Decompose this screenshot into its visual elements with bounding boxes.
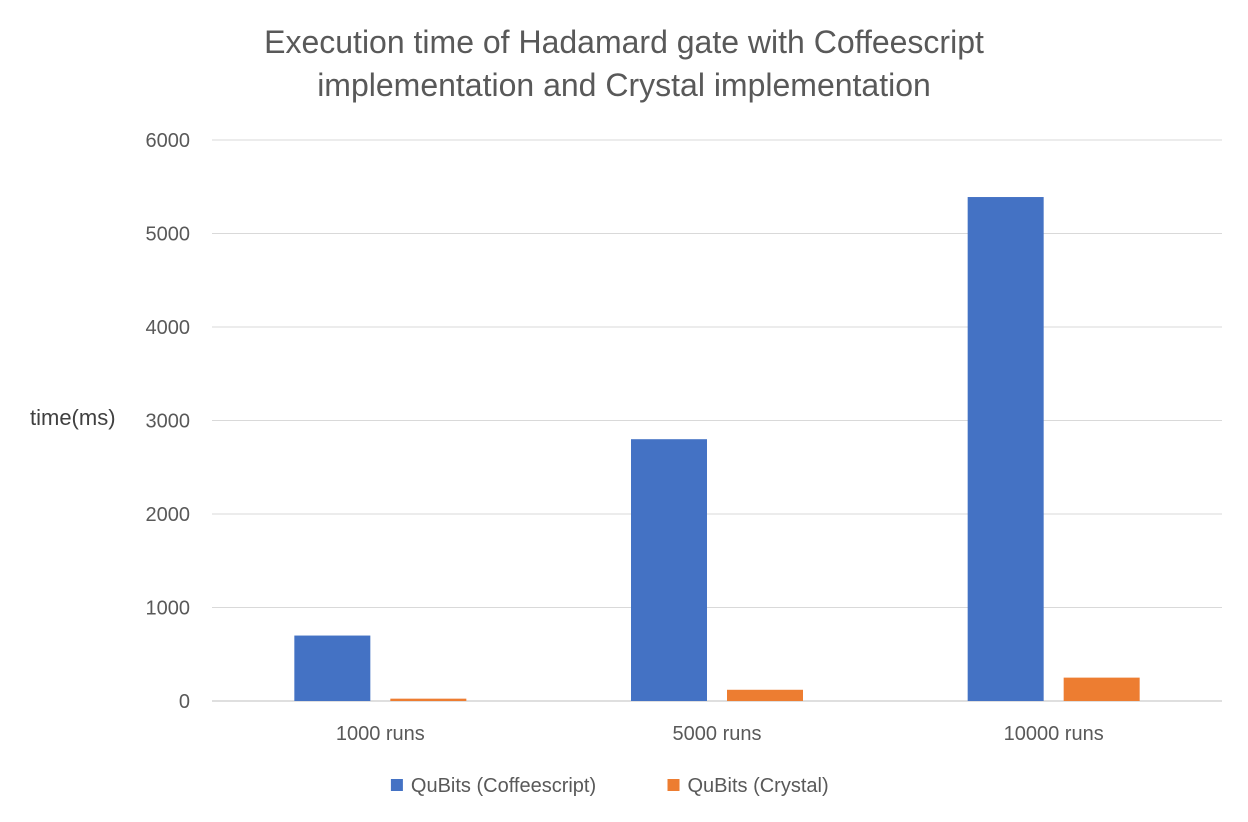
y-tick-label: 3000 <box>146 411 191 433</box>
y-axis-title: time(ms) <box>30 405 116 430</box>
legend-swatch <box>667 779 680 791</box>
y-tick-label: 5000 <box>146 224 191 246</box>
x-tick-label: 5000 runs <box>673 723 762 745</box>
y-tick-label: 1000 <box>146 598 191 620</box>
x-tick-label: 1000 runs <box>336 723 425 745</box>
legend-label: QuBits (Coffeescript) <box>411 775 596 797</box>
legend-swatch <box>390 779 403 791</box>
y-tick-label: 4000 <box>146 317 191 339</box>
y-tick-label: 6000 <box>146 130 191 152</box>
chart-title-line-2: implementation and Crystal implementatio… <box>317 67 931 103</box>
bar <box>967 197 1044 701</box>
y-tick-label: 2000 <box>146 504 191 526</box>
bar <box>1063 677 1140 701</box>
y-tick-label: 0 <box>179 691 190 713</box>
chart-title-line-1: Execution time of Hadamard gate with Cof… <box>264 24 984 60</box>
bar <box>727 689 803 701</box>
legend-label: QuBits (Crystal) <box>688 775 829 797</box>
x-tick-label: 10000 runs <box>1004 723 1104 745</box>
bar <box>294 635 371 701</box>
bar <box>390 698 467 701</box>
bar <box>631 439 707 701</box>
